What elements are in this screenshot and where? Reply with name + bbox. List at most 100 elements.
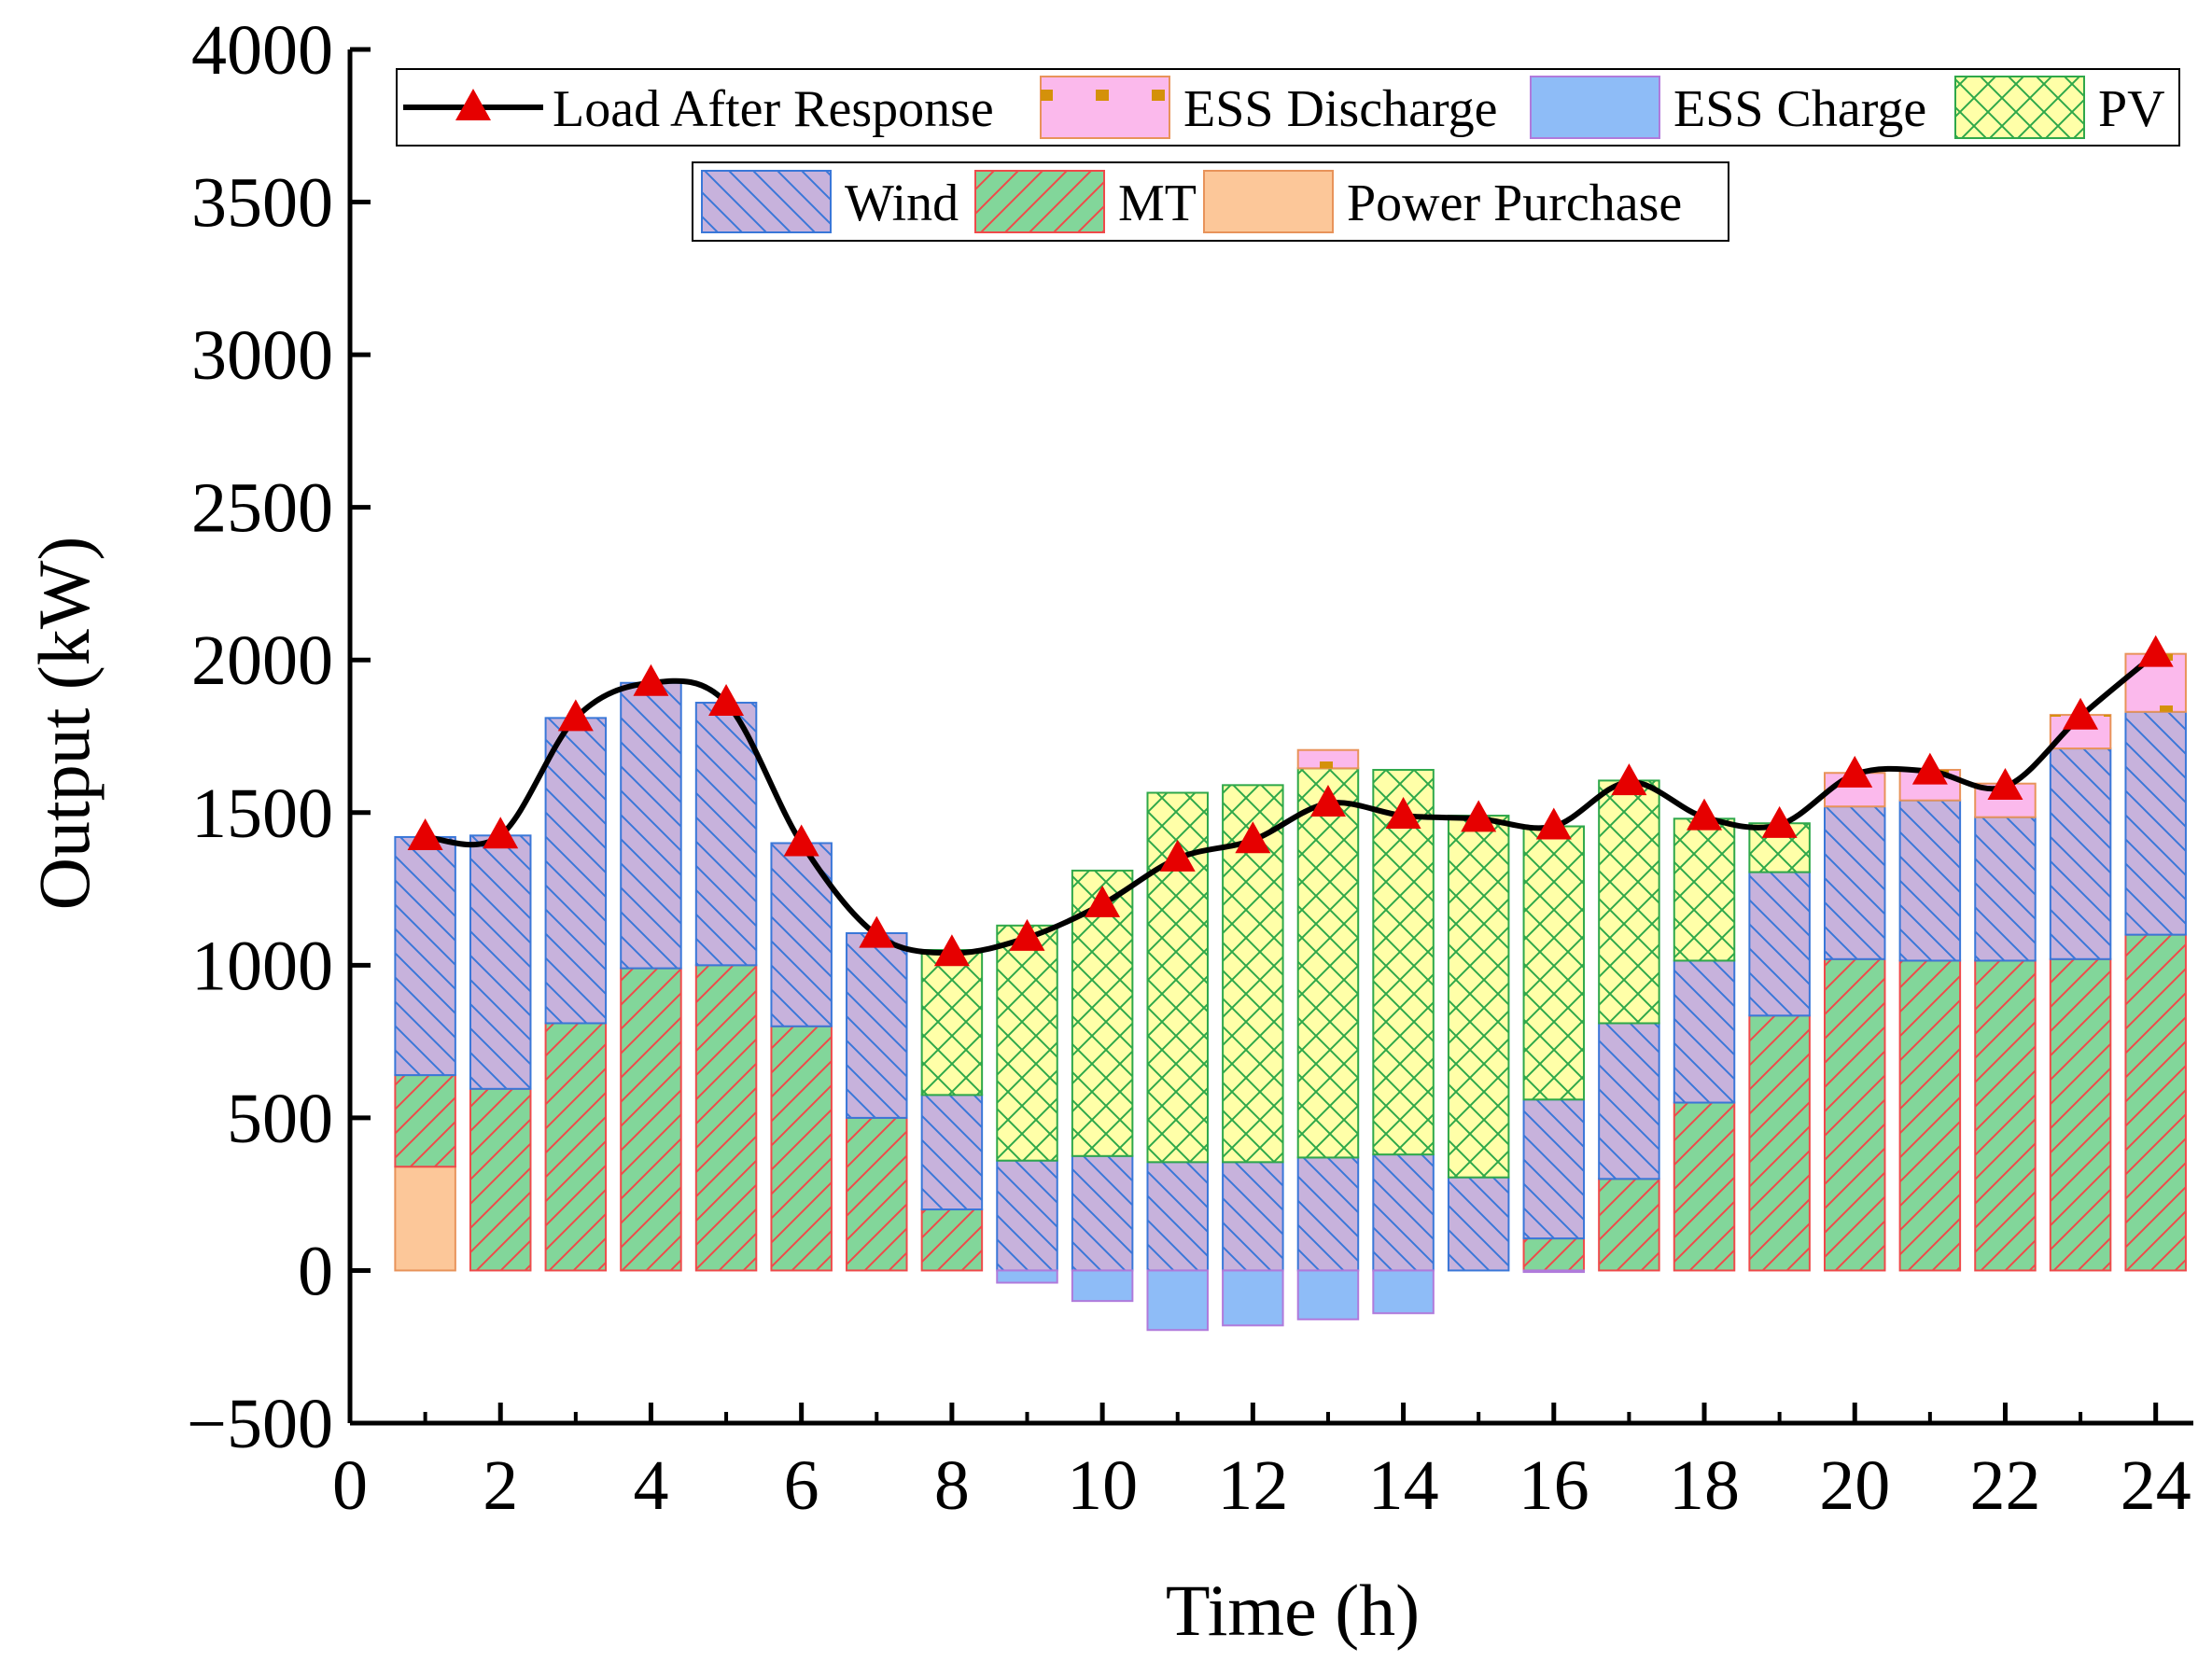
load-marker-21 [1911, 752, 1948, 785]
bar-ess-charge-12 [1222, 1269, 1284, 1327]
load-marker-12 [1235, 821, 1271, 854]
x-tick-label: 10 [1067, 1446, 1138, 1525]
bar-pv-15 [1447, 815, 1510, 1179]
bar-pv-13 [1296, 767, 1360, 1159]
x-tick-label: 0 [332, 1446, 368, 1525]
y-tick-label: 3500 [191, 164, 333, 243]
legend-label: Load After Response [553, 80, 994, 138]
bar-pv-14 [1372, 768, 1435, 1156]
bar-wind-7 [846, 931, 908, 1119]
bar-mt-2 [469, 1087, 532, 1272]
bar-pv-10 [1071, 869, 1134, 1157]
bar-hatch [921, 1209, 983, 1271]
bar-mt-23 [2049, 957, 2112, 1272]
bar-mt-17 [1598, 1178, 1660, 1272]
legend: Load After Response ESS Discharge ESS Char… [396, 68, 2180, 242]
bar-mt-3 [544, 1022, 608, 1272]
bar-pv-9 [996, 924, 1058, 1162]
bar-hatch [1147, 1162, 1208, 1271]
bar-hatch [1599, 1179, 1659, 1271]
bar-hatch [1749, 1015, 1810, 1271]
bar-pv-17 [1598, 779, 1660, 1025]
x-tick-label: 2 [483, 1446, 518, 1525]
bar-wind-15 [1447, 1176, 1510, 1272]
load-marker-9 [1009, 918, 1045, 951]
bar-mt-21 [1898, 959, 1962, 1272]
y-tick-label: 500 [227, 1080, 333, 1158]
legend-item-power-purchase: Power Purchase [1203, 170, 1682, 233]
y-tick-label: 3000 [191, 316, 333, 395]
load-marker-17 [1611, 763, 1647, 796]
x-tick-label: 14 [1368, 1446, 1439, 1525]
bar-wind-1 [394, 835, 456, 1077]
bar-wind-20 [1824, 805, 1886, 960]
bar-hatch [2050, 748, 2111, 959]
bar-pv-16 [1522, 825, 1586, 1101]
bar-wind-24 [2124, 710, 2187, 936]
y-tick-label: −500 [187, 1385, 333, 1463]
x-tick-label: 24 [2121, 1446, 2191, 1525]
bar-ess-charge-16 [1522, 1269, 1586, 1274]
bar-wind-4 [620, 681, 682, 970]
legend-swatch [1203, 170, 1334, 233]
bar-hatch [1749, 872, 1810, 1016]
line-layer [407, 635, 2174, 967]
bar-hatch [1448, 1177, 1509, 1271]
bar-hatch [1223, 1162, 1283, 1271]
legend-item-wind: Wind [701, 170, 959, 233]
load-marker-22 [1987, 767, 2023, 800]
bar-wind-17 [1598, 1022, 1660, 1180]
legend-swatch-hatch [1955, 77, 2084, 138]
x-tick-label: 8 [934, 1446, 970, 1525]
bar-mt-8 [920, 1208, 984, 1272]
bar-hatch [1523, 826, 1585, 1100]
bar-hatch [1975, 960, 2036, 1271]
legend-box-row1 [396, 68, 2180, 147]
bar-hatch [1523, 1099, 1585, 1239]
y-tick-label: 1500 [191, 775, 333, 853]
bar-wind-3 [544, 717, 608, 1025]
bar-ess-discharge-24 [2124, 652, 2187, 713]
bar-hatch [1448, 816, 1509, 1178]
load-marker-10 [1085, 885, 1121, 917]
legend-item-ess-discharge: ESS Discharge [1040, 76, 1498, 139]
bar-mt-18 [1673, 1101, 1736, 1272]
bar-hatch [1297, 1157, 1359, 1271]
bar-hatch [1673, 960, 1735, 1103]
bar-hatch [1071, 870, 1133, 1156]
legend-item-load-after-response: Load After Response [403, 80, 994, 138]
load-marker-16 [1535, 807, 1572, 840]
load-marker-14 [1385, 797, 1421, 830]
load-marker-4 [633, 663, 669, 696]
load-marker-20 [1837, 755, 1873, 788]
bar-mt-6 [770, 1025, 833, 1272]
bar-hatch [921, 949, 983, 1096]
legend-item-pv: PV [1954, 76, 2165, 139]
bar-hatch [2125, 711, 2186, 935]
load-marker-11 [1159, 839, 1196, 872]
bar-hatch [1899, 800, 1961, 961]
bar-wind-9 [996, 1159, 1058, 1272]
load-marker-3 [557, 699, 594, 732]
load-marker-18 [1687, 798, 1723, 831]
bar-hatch [2125, 934, 2186, 1271]
bar-hatch [1975, 817, 2036, 961]
bar-ess-charge-10 [1071, 1269, 1134, 1303]
bar-ess-charge-13 [1296, 1269, 1360, 1320]
x-tick-label: 18 [1669, 1446, 1740, 1525]
bar-hatch [395, 836, 455, 1076]
bar-hatch [395, 1075, 455, 1167]
legend-label: Wind [845, 175, 959, 232]
y-tick-label: 2000 [191, 622, 333, 700]
bar-layer [394, 652, 2187, 1332]
y-tick-label: 2500 [191, 469, 333, 548]
load-marker-7 [859, 915, 895, 948]
legend-swatch-hatch [975, 171, 1104, 232]
bar-pv-11 [1146, 791, 1209, 1164]
bar-hatch [469, 1088, 531, 1271]
bar-mt-1 [394, 1074, 456, 1168]
bar-hatch [1599, 780, 1659, 1024]
bar-ess-discharge-13 [1296, 748, 1360, 770]
bar-ess-charge-9 [996, 1269, 1058, 1284]
